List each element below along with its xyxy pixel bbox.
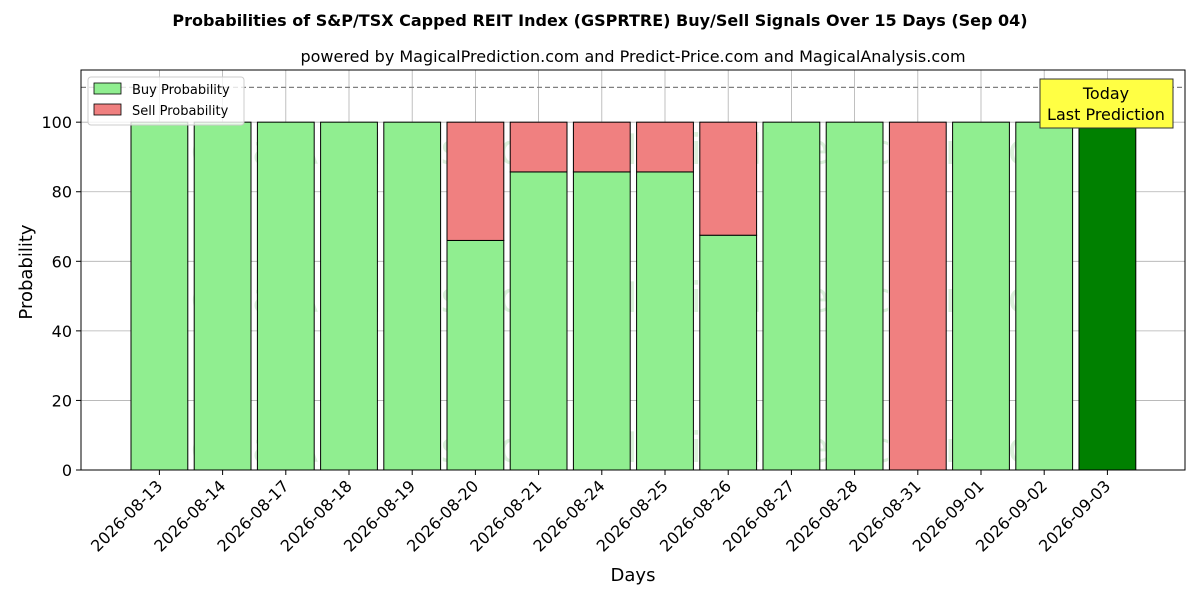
sell-bar [572,121,631,173]
legend: Buy Probability Sell Probability [87,76,245,126]
y-axis-label: Probability [16,224,37,319]
buy-bar [572,171,631,471]
legend-buy-label: Buy Probability [132,83,230,98]
buy-bar [130,121,189,471]
y-tick-label: 60 [52,252,72,271]
legend-buy-swatch [93,82,122,95]
buy-bar [1078,121,1137,471]
chart-title: Probabilities of S&P/TSX Capped REIT Ind… [172,11,1027,30]
today-annotation: Today Last Prediction [1039,78,1174,129]
bars [130,121,1137,471]
buy-bar [825,121,884,471]
x-axis: 2026-08-132026-08-142026-08-172026-08-18… [87,470,1114,556]
y-tick-label: 0 [62,461,72,480]
sell-bar [446,121,505,241]
buy-bar [1015,121,1074,471]
buy-bar [383,121,442,471]
legend-sell-swatch [93,103,122,116]
y-tick-label: 20 [52,391,72,410]
plot-frame [80,69,1186,471]
buy-bar [636,171,694,471]
sell-bar [509,121,568,173]
today-annotation-line2: Last Prediction [1047,105,1165,124]
y-axis: 0 20 40 60 80 100 [41,113,81,480]
buy-bar [699,234,758,471]
buy-bar [952,121,1010,471]
buy-bar [256,121,315,471]
buy-bar [446,239,505,471]
y-tick-label: 40 [52,322,72,341]
buy-bar [193,121,252,471]
x-axis-label: Days [611,565,656,586]
legend-sell-label: Sell Probability [132,104,229,119]
today-annotation-box [1039,78,1174,129]
today-annotation-line1: Today [1082,84,1129,103]
buy-bar [762,121,821,471]
sell-bar [888,121,947,471]
chart-subtitle: powered by MagicalPrediction.com and Pre… [300,47,965,66]
buy-bar [509,171,568,471]
sell-bar [636,121,694,173]
legend-box [87,76,245,126]
buy-bar [320,121,378,471]
y-tick-label: 100 [41,113,72,132]
y-tick-label: 80 [52,183,72,202]
sell-bar [699,121,758,236]
